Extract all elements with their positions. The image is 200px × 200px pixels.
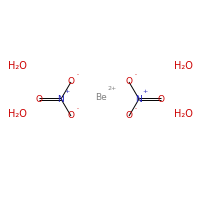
Text: H₂O: H₂O — [8, 109, 26, 119]
Text: O: O — [68, 77, 74, 86]
Text: -: - — [134, 106, 136, 111]
Text: N: N — [58, 95, 64, 104]
Text: 2+: 2+ — [107, 86, 117, 91]
Text: H₂O: H₂O — [8, 61, 26, 71]
Text: O: O — [126, 77, 132, 86]
Text: O: O — [68, 112, 74, 120]
Text: O: O — [126, 112, 132, 120]
Text: H₂O: H₂O — [174, 61, 192, 71]
Text: -: - — [134, 72, 136, 77]
Text: +: + — [143, 89, 148, 94]
Text: -: - — [76, 72, 78, 77]
Text: Be: Be — [95, 92, 107, 102]
Text: -: - — [76, 106, 78, 111]
Text: O: O — [36, 95, 42, 104]
Text: +: + — [65, 89, 70, 94]
Text: O: O — [158, 95, 164, 104]
Text: H₂O: H₂O — [174, 109, 192, 119]
Text: N: N — [136, 95, 142, 104]
